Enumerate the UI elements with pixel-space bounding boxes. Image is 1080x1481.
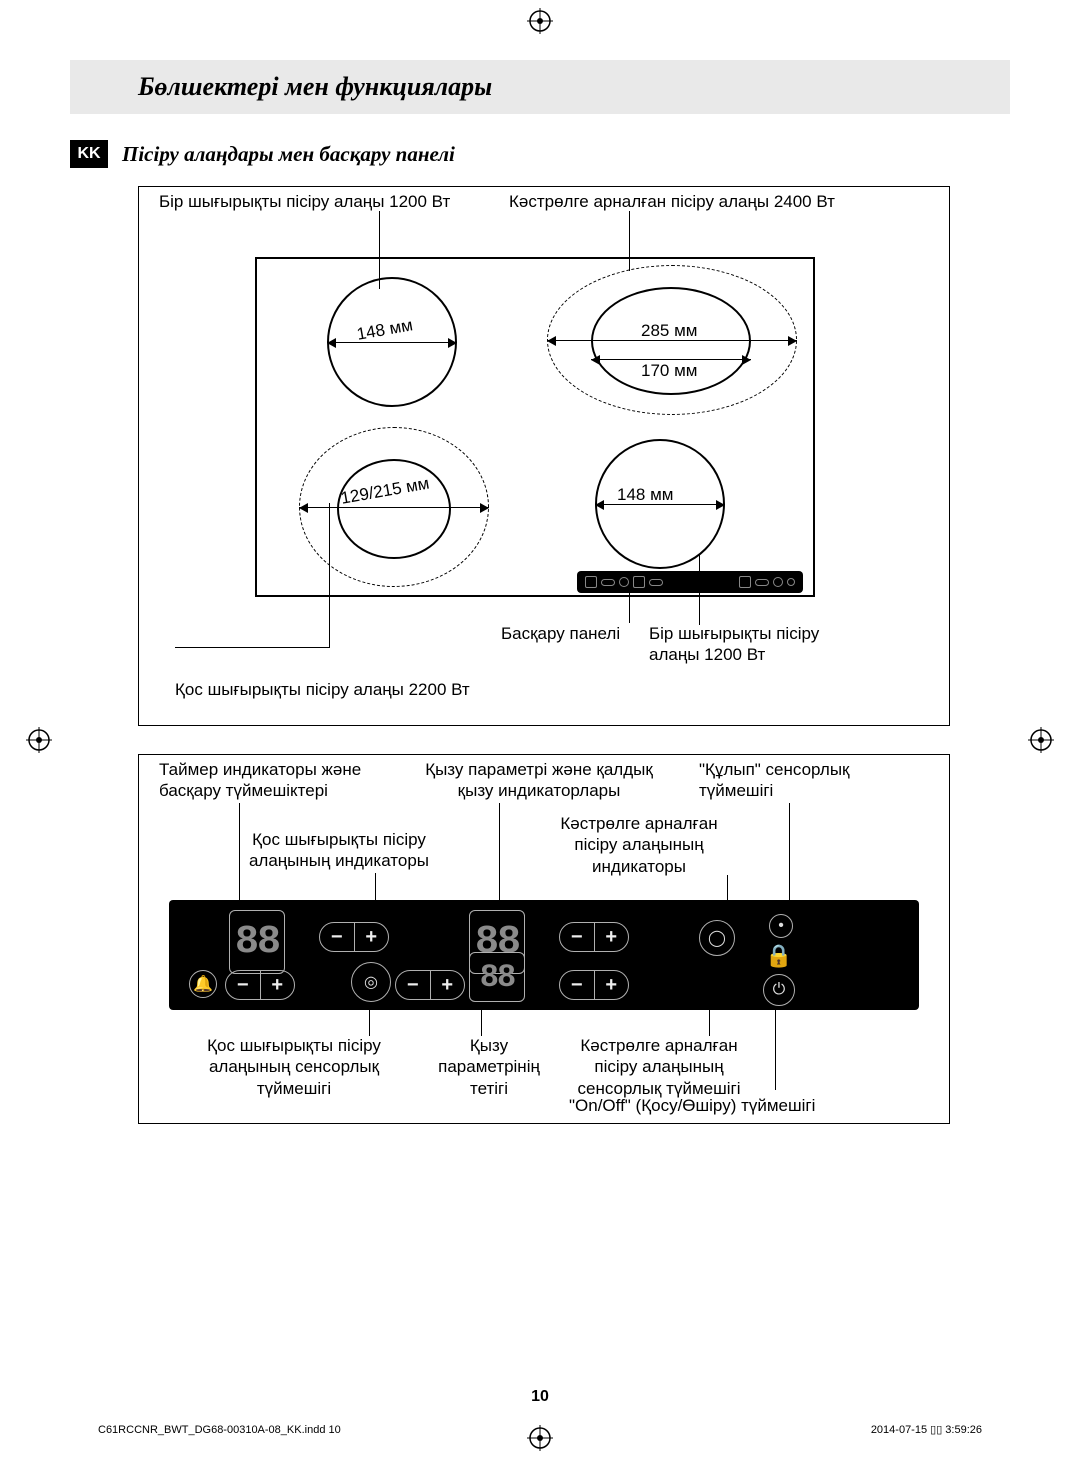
leader — [481, 1010, 482, 1036]
label-timer: Таймер индикаторы және басқару түймешікт… — [159, 759, 379, 802]
footer-timestamp: 2014-07-15 ▯▯ 3:59:26 — [871, 1423, 982, 1436]
figure-control-panel: Таймер индикаторы және басқару түймешікт… — [138, 754, 950, 1124]
dim-arrow-bl — [299, 507, 489, 508]
reg-mark-top — [527, 8, 553, 34]
reg-mark-right — [1028, 727, 1054, 753]
control-panel: 88 88 88 🔔 −+ −+ ◎ −+ −+ −+ ◯ • 🔒 ⏻ — [169, 900, 919, 1010]
label-onoff: "On/Off" (Қосу/Өшіру) түймешігі — [569, 1095, 815, 1116]
seg-heat-bottom: 88 — [469, 952, 525, 1002]
subhead: Пісіру алаңдары мен басқару панелі — [122, 142, 455, 167]
hob-outline: 148 мм 285 мм 170 мм 129/215 мм 148 мм — [255, 257, 815, 597]
language-badge: KK — [70, 140, 108, 168]
label-heat-indicator: Қызу параметрі және қалдық қызу индикато… — [409, 759, 669, 802]
dim-arrow-tr-inner — [591, 359, 751, 360]
control-strip — [577, 571, 803, 593]
footer-filename: C61RCCNR_BWT_DG68-00310A-08_KK.indd 10 — [98, 1424, 341, 1436]
leader — [709, 1010, 710, 1036]
section-banner: Бөлшектері мен функциялары — [70, 60, 1010, 114]
zone-adjust-2[interactable]: −+ — [395, 970, 465, 1000]
reg-mark-bottom — [527, 1425, 553, 1451]
zone-adjust-1[interactable]: −+ — [319, 922, 389, 952]
dim-tr-outer: 285 мм — [641, 321, 697, 341]
lock-icon[interactable]: 🔒 — [763, 940, 795, 972]
dim-br: 148 мм — [617, 485, 673, 505]
page-content: Бөлшектері мен функциялары KK Пісіру ала… — [70, 60, 1010, 1124]
bell-icon: 🔔 — [189, 970, 217, 998]
dual-zone-icon: ◎ — [351, 962, 391, 1002]
leader — [239, 803, 240, 901]
label-zone-tr: Кәстрөлге арналған пісіру алаңы 2400 Вт — [509, 191, 835, 212]
zone-adjust-3[interactable]: −+ — [559, 922, 629, 952]
timer-adjust[interactable]: −+ — [225, 970, 295, 1000]
leader — [175, 647, 329, 648]
leader — [329, 503, 330, 648]
roaster-zone-icon: ◯ — [699, 920, 735, 956]
leader — [629, 581, 630, 623]
dim-tr-inner: 170 мм — [641, 361, 697, 381]
dim-arrow-tl — [327, 342, 457, 343]
label-zone-br: Бір шығырықты пісіру алаңы 1200 Вт — [649, 623, 859, 666]
label-heat-trigger: Қызу параметрінің тетігі — [419, 1035, 559, 1099]
label-dual-touch: Қос шығырықты пісіру алаңының сенсорлық … — [189, 1035, 399, 1099]
figure-cooktop: Бір шығырықты пісіру алаңы 1200 Вт Кәстр… — [138, 186, 950, 726]
label-zone-tl: Бір шығырықты пісіру алаңы 1200 Вт — [159, 191, 450, 212]
page-number: 10 — [0, 1388, 1080, 1406]
banner-title: Бөлшектері мен функциялары — [138, 72, 492, 102]
label-control-panel: Басқару панелі — [501, 623, 620, 644]
label-lock: "Құлып" сенсорлық түймешігі — [699, 759, 889, 802]
zone-bl-inner — [337, 459, 451, 559]
reg-mark-left — [26, 727, 52, 753]
indicator-dot-icon: • — [769, 914, 793, 938]
leader — [775, 1010, 776, 1090]
subhead-row: KK Пісіру алаңдары мен басқару панелі — [70, 140, 1010, 168]
label-roaster-indicator: Кәстрөлге арналған пісіру алаңының индик… — [539, 813, 739, 877]
zone-adjust-4[interactable]: −+ — [559, 970, 629, 1000]
label-zone-bl: Қос шығырықты пісіру алаңы 2200 Вт — [175, 679, 470, 700]
leader — [699, 555, 700, 625]
label-roaster-touch: Кәстрөлге арналған пісіру алаңының сенсо… — [559, 1035, 759, 1099]
leader — [369, 1010, 370, 1036]
power-icon[interactable]: ⏻ — [763, 974, 795, 1006]
seg-timer: 88 — [229, 910, 285, 974]
label-dual-indicator: Қос шығырықты пісіру алаңының индикаторы — [229, 829, 449, 872]
